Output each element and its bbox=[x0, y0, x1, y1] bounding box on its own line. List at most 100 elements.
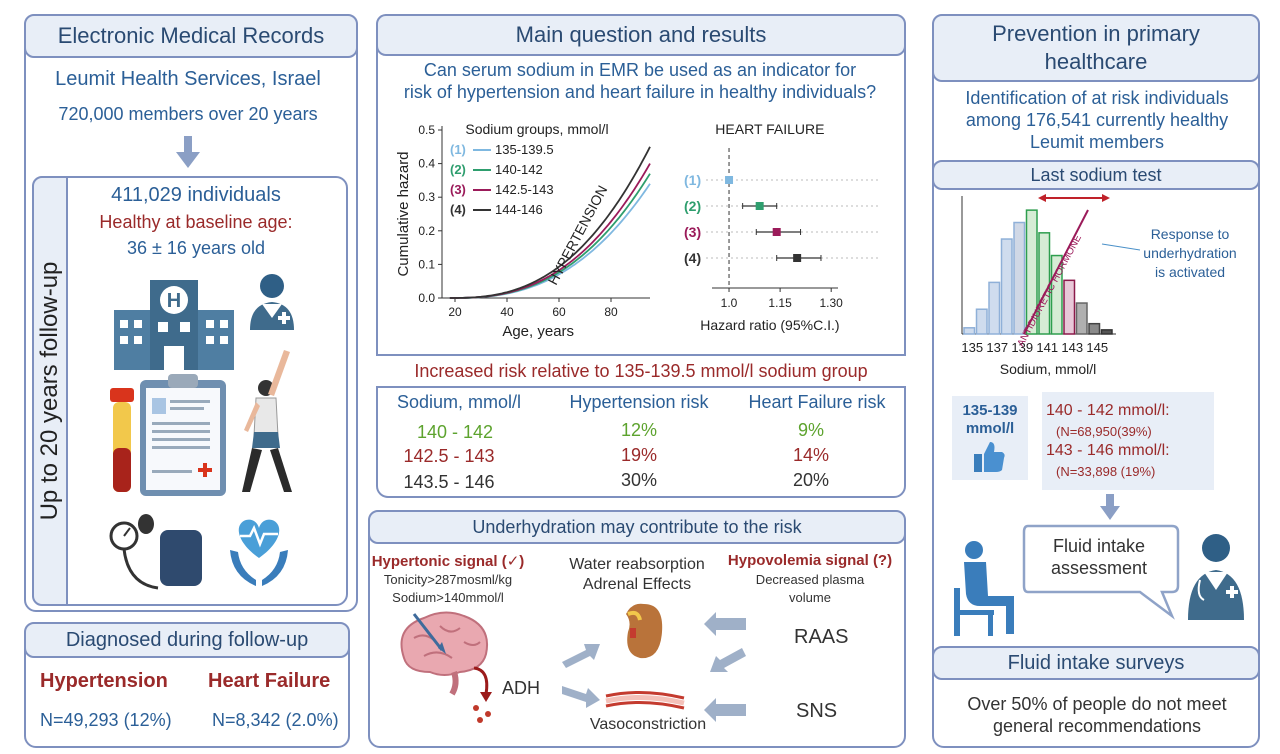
legend-tag-2: (2) bbox=[450, 162, 466, 177]
seated-patient-icon bbox=[954, 541, 1014, 636]
identification-line-3: Leumit members bbox=[1029, 132, 1165, 152]
y-tick-label: 0.1 bbox=[418, 257, 435, 271]
brain-icon bbox=[400, 611, 488, 696]
blood-vessel-icon bbox=[605, 690, 685, 710]
sns-label: SNS bbox=[796, 700, 838, 722]
table-row-2-sodium: 142.5 - 143 bbox=[403, 446, 495, 466]
sodium-threshold-label: Sodium>140mmol/l bbox=[392, 590, 504, 605]
forest-point-4 bbox=[793, 254, 802, 262]
blood-pressure-icon bbox=[109, 514, 202, 590]
last-test-title: Last sodium test bbox=[932, 160, 1260, 190]
age-label: 36 ± 16 years old bbox=[127, 238, 265, 258]
hist-bar-4 bbox=[1000, 238, 1013, 335]
underhydration-title: Underhydration may contribute to the ris… bbox=[368, 510, 906, 544]
followup-label: Up to 20 years follow-up bbox=[36, 261, 63, 521]
group-3-n: (N=33,898 (19%) bbox=[1056, 464, 1156, 479]
heart-failure-label: Heart Failure bbox=[208, 670, 331, 692]
emr-title-text: Electronic Medical Records bbox=[57, 23, 325, 48]
risk-range-box bbox=[1042, 392, 1214, 490]
forest-group-label-3: (3) bbox=[684, 224, 701, 240]
y-axis-label: Cumulative hazard bbox=[395, 151, 412, 276]
heart-hands-icon bbox=[230, 519, 288, 586]
main-title-text: Main question and results bbox=[515, 22, 767, 47]
increased-risk-title-text: Increased risk relative to 135-139.5 mmo… bbox=[414, 360, 868, 381]
hypertension-label: Hypertension bbox=[40, 670, 168, 692]
forest-group-label-2: (2) bbox=[684, 198, 701, 214]
hist-bar-1 bbox=[963, 327, 976, 335]
question-line-2: risk of hypertension and heart failure i… bbox=[403, 82, 877, 102]
main-title: Main question and results bbox=[376, 14, 906, 56]
legend-label-2: 140-142 bbox=[495, 162, 543, 177]
underhydration-title-text: Underhydration may contribute to the ris… bbox=[472, 516, 802, 537]
adrenal-effects-label: Adrenal Effects bbox=[582, 576, 692, 593]
x-axis-label: Age, years bbox=[502, 323, 574, 340]
table-row-1-ht: 12% bbox=[620, 420, 658, 440]
pathway-arrows bbox=[562, 612, 746, 722]
legend-tag-1: (1) bbox=[450, 142, 466, 157]
identification-line-2: among 176,541 currently healthy bbox=[965, 110, 1229, 130]
normal-range-line-2: mmol/l bbox=[965, 420, 1015, 437]
prevention-title-line-1: Prevention in primary bbox=[992, 21, 1200, 46]
group-2-n: (N=68,950(39%) bbox=[1056, 424, 1152, 439]
surveys-title: Fluid intake surveys bbox=[932, 646, 1260, 680]
thumbs-up-icon bbox=[974, 442, 1005, 472]
hist-bar-2 bbox=[975, 308, 988, 335]
diagnosed-title-text: Diagnosed during follow-up bbox=[65, 628, 309, 651]
hist-tick-label: 145 bbox=[1086, 340, 1108, 355]
forest-x-label: Hazard ratio (95%C.I.) bbox=[700, 317, 839, 333]
hist-bar-3 bbox=[988, 281, 1001, 335]
y-tick-label: 0.0 bbox=[418, 291, 435, 305]
legend-label-1: 135-139.5 bbox=[495, 142, 554, 157]
forest-plot-chart: HEART FAILURE 1.0 1.15 1.30 Hazard ratio (95… bbox=[684, 121, 878, 333]
legend-title: Sodium groups, mmol/l bbox=[465, 121, 608, 137]
x-tick-label: 40 bbox=[500, 305, 514, 319]
table-header-hypertension: Hypertension risk bbox=[569, 392, 709, 412]
individuals-count: 411,029 individuals bbox=[111, 184, 281, 206]
hypovolemia-title: Hypovolemia signal (?) bbox=[727, 552, 893, 569]
table-row-3-sodium: 143.5 - 146 bbox=[403, 472, 495, 492]
forest-point-1 bbox=[725, 176, 734, 184]
table-header-heart-failure: Heart Failure risk bbox=[748, 392, 886, 412]
response-pointer bbox=[1101, 243, 1141, 251]
table-header-sodium: Sodium, mmol/l bbox=[396, 392, 522, 412]
doctor-icon bbox=[250, 274, 294, 330]
water-reabsorption-label: Water reabsorption bbox=[569, 556, 705, 573]
response-line-2: underhydration bbox=[1143, 245, 1237, 261]
emr-org: Leumit Health Services, Israel bbox=[55, 68, 321, 90]
hist-bar-11 bbox=[1088, 322, 1101, 335]
hist-bar-9 bbox=[1063, 279, 1076, 335]
forest-title: HEART FAILURE bbox=[715, 121, 824, 137]
y-tick-label: 0.5 bbox=[418, 123, 435, 137]
forest-tick-label: 1.30 bbox=[820, 296, 844, 310]
legend-label-3: 142.5-143 bbox=[495, 182, 554, 197]
table-row-1-hf: 9% bbox=[797, 420, 825, 440]
legend-label-4: 144-146 bbox=[495, 202, 543, 217]
decreased-plasma-label: Decreased plasma bbox=[755, 572, 865, 587]
hist-tick-label: 139 bbox=[1011, 340, 1033, 355]
hist-bar-5 bbox=[1013, 221, 1026, 335]
forest-point-3 bbox=[772, 228, 781, 236]
last-test-title-text: Last sodium test bbox=[1030, 164, 1162, 185]
group-2-label: 140 - 142 mmol/l: bbox=[1046, 402, 1170, 419]
surveys-title-text: Fluid intake surveys bbox=[1007, 651, 1185, 674]
volume-label: volume bbox=[789, 590, 831, 605]
table-row-3-hf: 20% bbox=[792, 470, 830, 490]
y-tick-label: 0.2 bbox=[418, 224, 435, 238]
adh-label: ADH bbox=[502, 678, 541, 698]
hist-bar-12 bbox=[1100, 329, 1113, 335]
healthy-label: Healthy at baseline age: bbox=[99, 212, 293, 232]
kidney-icon bbox=[626, 603, 663, 659]
x-tick-label: 80 bbox=[604, 305, 618, 319]
table-row-3-ht: 30% bbox=[620, 470, 658, 490]
legend-tag-4: (4) bbox=[450, 202, 466, 217]
forest-group-label-4: (4) bbox=[684, 250, 701, 266]
followup-side bbox=[32, 176, 68, 606]
tonicity-label: Tonicity>287mosml/kg bbox=[383, 572, 513, 587]
over-50-line-1: Over 50% of people do not meet bbox=[967, 694, 1227, 714]
prevention-title-line-2: healthcare bbox=[1044, 49, 1148, 74]
prevention-panel bbox=[932, 14, 1260, 748]
svg-text:H: H bbox=[167, 290, 181, 312]
over-50-line-2: general recommendations bbox=[992, 716, 1202, 736]
fluid-intake-line-2: assessment bbox=[1050, 558, 1148, 578]
